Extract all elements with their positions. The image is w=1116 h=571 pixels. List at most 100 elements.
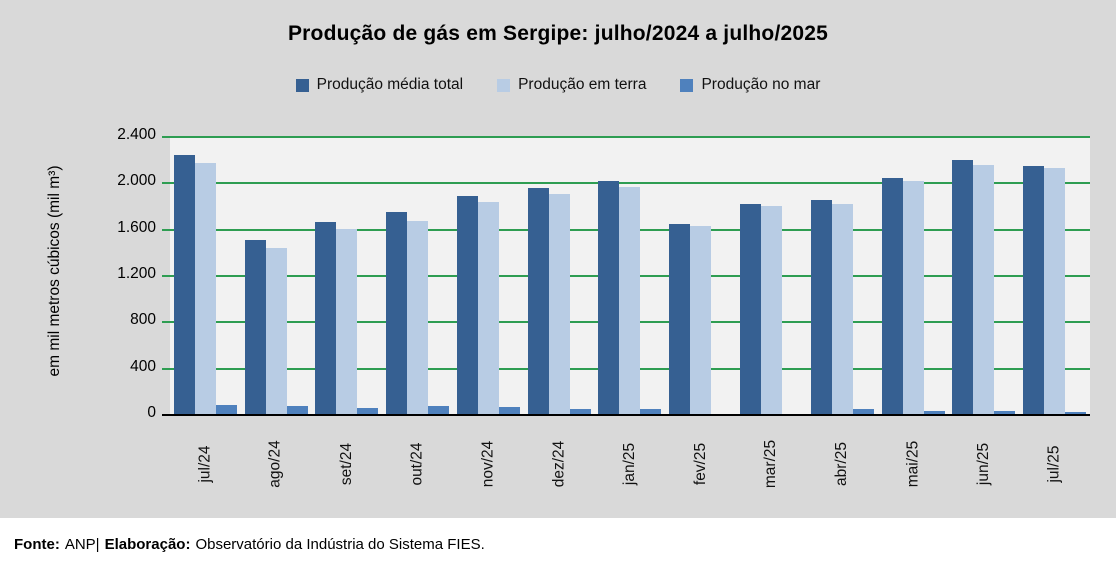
x-axis-line [162, 414, 1090, 416]
bar-group-dez-24 [524, 188, 595, 414]
x-axis-tick-labels: jul/24 ago/24 set/24 out/24 nov/24 dez/24 jan/… [170, 424, 1090, 504]
bar [923, 410, 945, 414]
bar-group-jul-24 [170, 154, 241, 414]
fonte-label: Fonte: [14, 536, 60, 553]
bar [407, 220, 429, 414]
x-tick-cell: set/24 [312, 424, 383, 504]
bar [619, 186, 641, 414]
x-tick-label: mai/25 [904, 440, 922, 488]
x-tick-label: jul/25 [1045, 445, 1063, 483]
bar [315, 221, 337, 414]
x-tick-cell: out/24 [382, 424, 453, 504]
chart-legend: Produção média total Produção em terra Pro… [0, 76, 1116, 94]
x-tick-cell: jul/25 [1019, 424, 1090, 504]
bar [1023, 166, 1045, 414]
bar [831, 204, 853, 414]
source-note: Fonte: ANP| Elaboração: Observatório da Ind… [0, 536, 485, 553]
x-tick-label: ago/24 [267, 440, 285, 488]
x-tick-cell: abr/25 [807, 424, 878, 504]
y-tick-mark [162, 228, 170, 231]
bar [357, 408, 379, 414]
bar [640, 409, 662, 414]
bar [498, 407, 520, 414]
x-tick-cell: jan/25 [595, 424, 666, 504]
bar [881, 177, 903, 414]
legend-label: Produção no mar [701, 76, 821, 93]
x-tick-cell: mai/25 [878, 424, 949, 504]
x-tick-cell: fev/25 [665, 424, 736, 504]
bar-group-jul-25 [1019, 166, 1090, 414]
fonte-value: ANP| [64, 536, 100, 553]
bar-group-jun-25 [948, 160, 1019, 414]
bar [265, 248, 287, 414]
bar-group-out-24 [382, 212, 453, 414]
bar [548, 193, 570, 414]
y-tick-label: 800 [130, 311, 156, 329]
y-tick-label: 0 [147, 404, 156, 421]
x-tick-cell: nov/24 [453, 424, 524, 504]
bar [740, 204, 761, 414]
bar [1065, 411, 1087, 414]
bar [852, 409, 874, 414]
bar [1044, 168, 1066, 414]
bar [598, 181, 620, 414]
x-tick-cell: dez/24 [524, 424, 595, 504]
x-tick-label: out/24 [408, 442, 426, 486]
bar [902, 181, 924, 414]
y-tick-label: 400 [130, 357, 156, 375]
x-tick-label: set/24 [337, 442, 355, 486]
bar [456, 196, 478, 414]
x-tick-cell: jun/25 [948, 424, 1019, 504]
legend-swatch-icon [295, 78, 309, 92]
bar [428, 405, 450, 414]
y-tick-label: 1.200 [117, 265, 156, 282]
bar [386, 212, 408, 414]
legend-swatch-icon [680, 78, 694, 92]
y-tick-mark [162, 182, 170, 185]
bar-group-nov-24 [453, 196, 524, 414]
bar [173, 154, 195, 414]
bar [569, 408, 591, 414]
bar [952, 160, 974, 414]
bar [973, 164, 995, 414]
bar-group-mai-25 [878, 177, 949, 414]
chart-title: Produção de gás em Sergipe: julho/2024 a… [287, 22, 829, 45]
x-tick-cell: jul/24 [170, 424, 241, 504]
y-tick-label: 1.600 [117, 218, 156, 236]
bar [690, 226, 712, 414]
x-tick-label: abr/25 [833, 442, 851, 486]
bar-group-abr-25 [807, 199, 878, 414]
y-tick-mark [162, 367, 170, 370]
y-tick-label: 2.000 [117, 172, 156, 190]
x-tick-cell: ago/24 [241, 424, 312, 504]
bar-group-set-24 [312, 221, 383, 414]
x-tick-label: jun/25 [974, 442, 992, 486]
legend-label: Produção média total [316, 76, 464, 93]
bar [527, 188, 549, 414]
legend-swatch-icon [497, 78, 511, 92]
gridline [170, 136, 1090, 138]
y-axis-tick-labels: 0 400 800 1.200 1.600 2.000 2.400 [0, 0, 156, 440]
elaboracao-value: Observatório da Indústria do Sistema FIE… [195, 536, 485, 553]
bar [244, 240, 266, 414]
bar [669, 224, 691, 414]
legend-item: Produção no mar [680, 76, 820, 94]
plot-area [162, 136, 1090, 416]
y-tick-mark [162, 321, 170, 324]
x-tick-label: jan/25 [620, 442, 638, 486]
y-tick-mark [162, 275, 170, 277]
x-tick-label: fev/25 [691, 442, 709, 486]
bar [810, 199, 832, 414]
x-tick-label: dez/24 [550, 440, 568, 488]
bar-series [170, 136, 1090, 414]
legend-label: Produção em terra [518, 76, 647, 93]
bar [994, 410, 1016, 414]
gridline [170, 182, 1090, 185]
bar-group-jan-25 [595, 181, 666, 414]
bar [336, 228, 358, 414]
x-tick-cell: mar/25 [736, 424, 807, 504]
bar [477, 202, 499, 414]
x-tick-label: mar/25 [762, 439, 780, 489]
bar [215, 405, 237, 414]
